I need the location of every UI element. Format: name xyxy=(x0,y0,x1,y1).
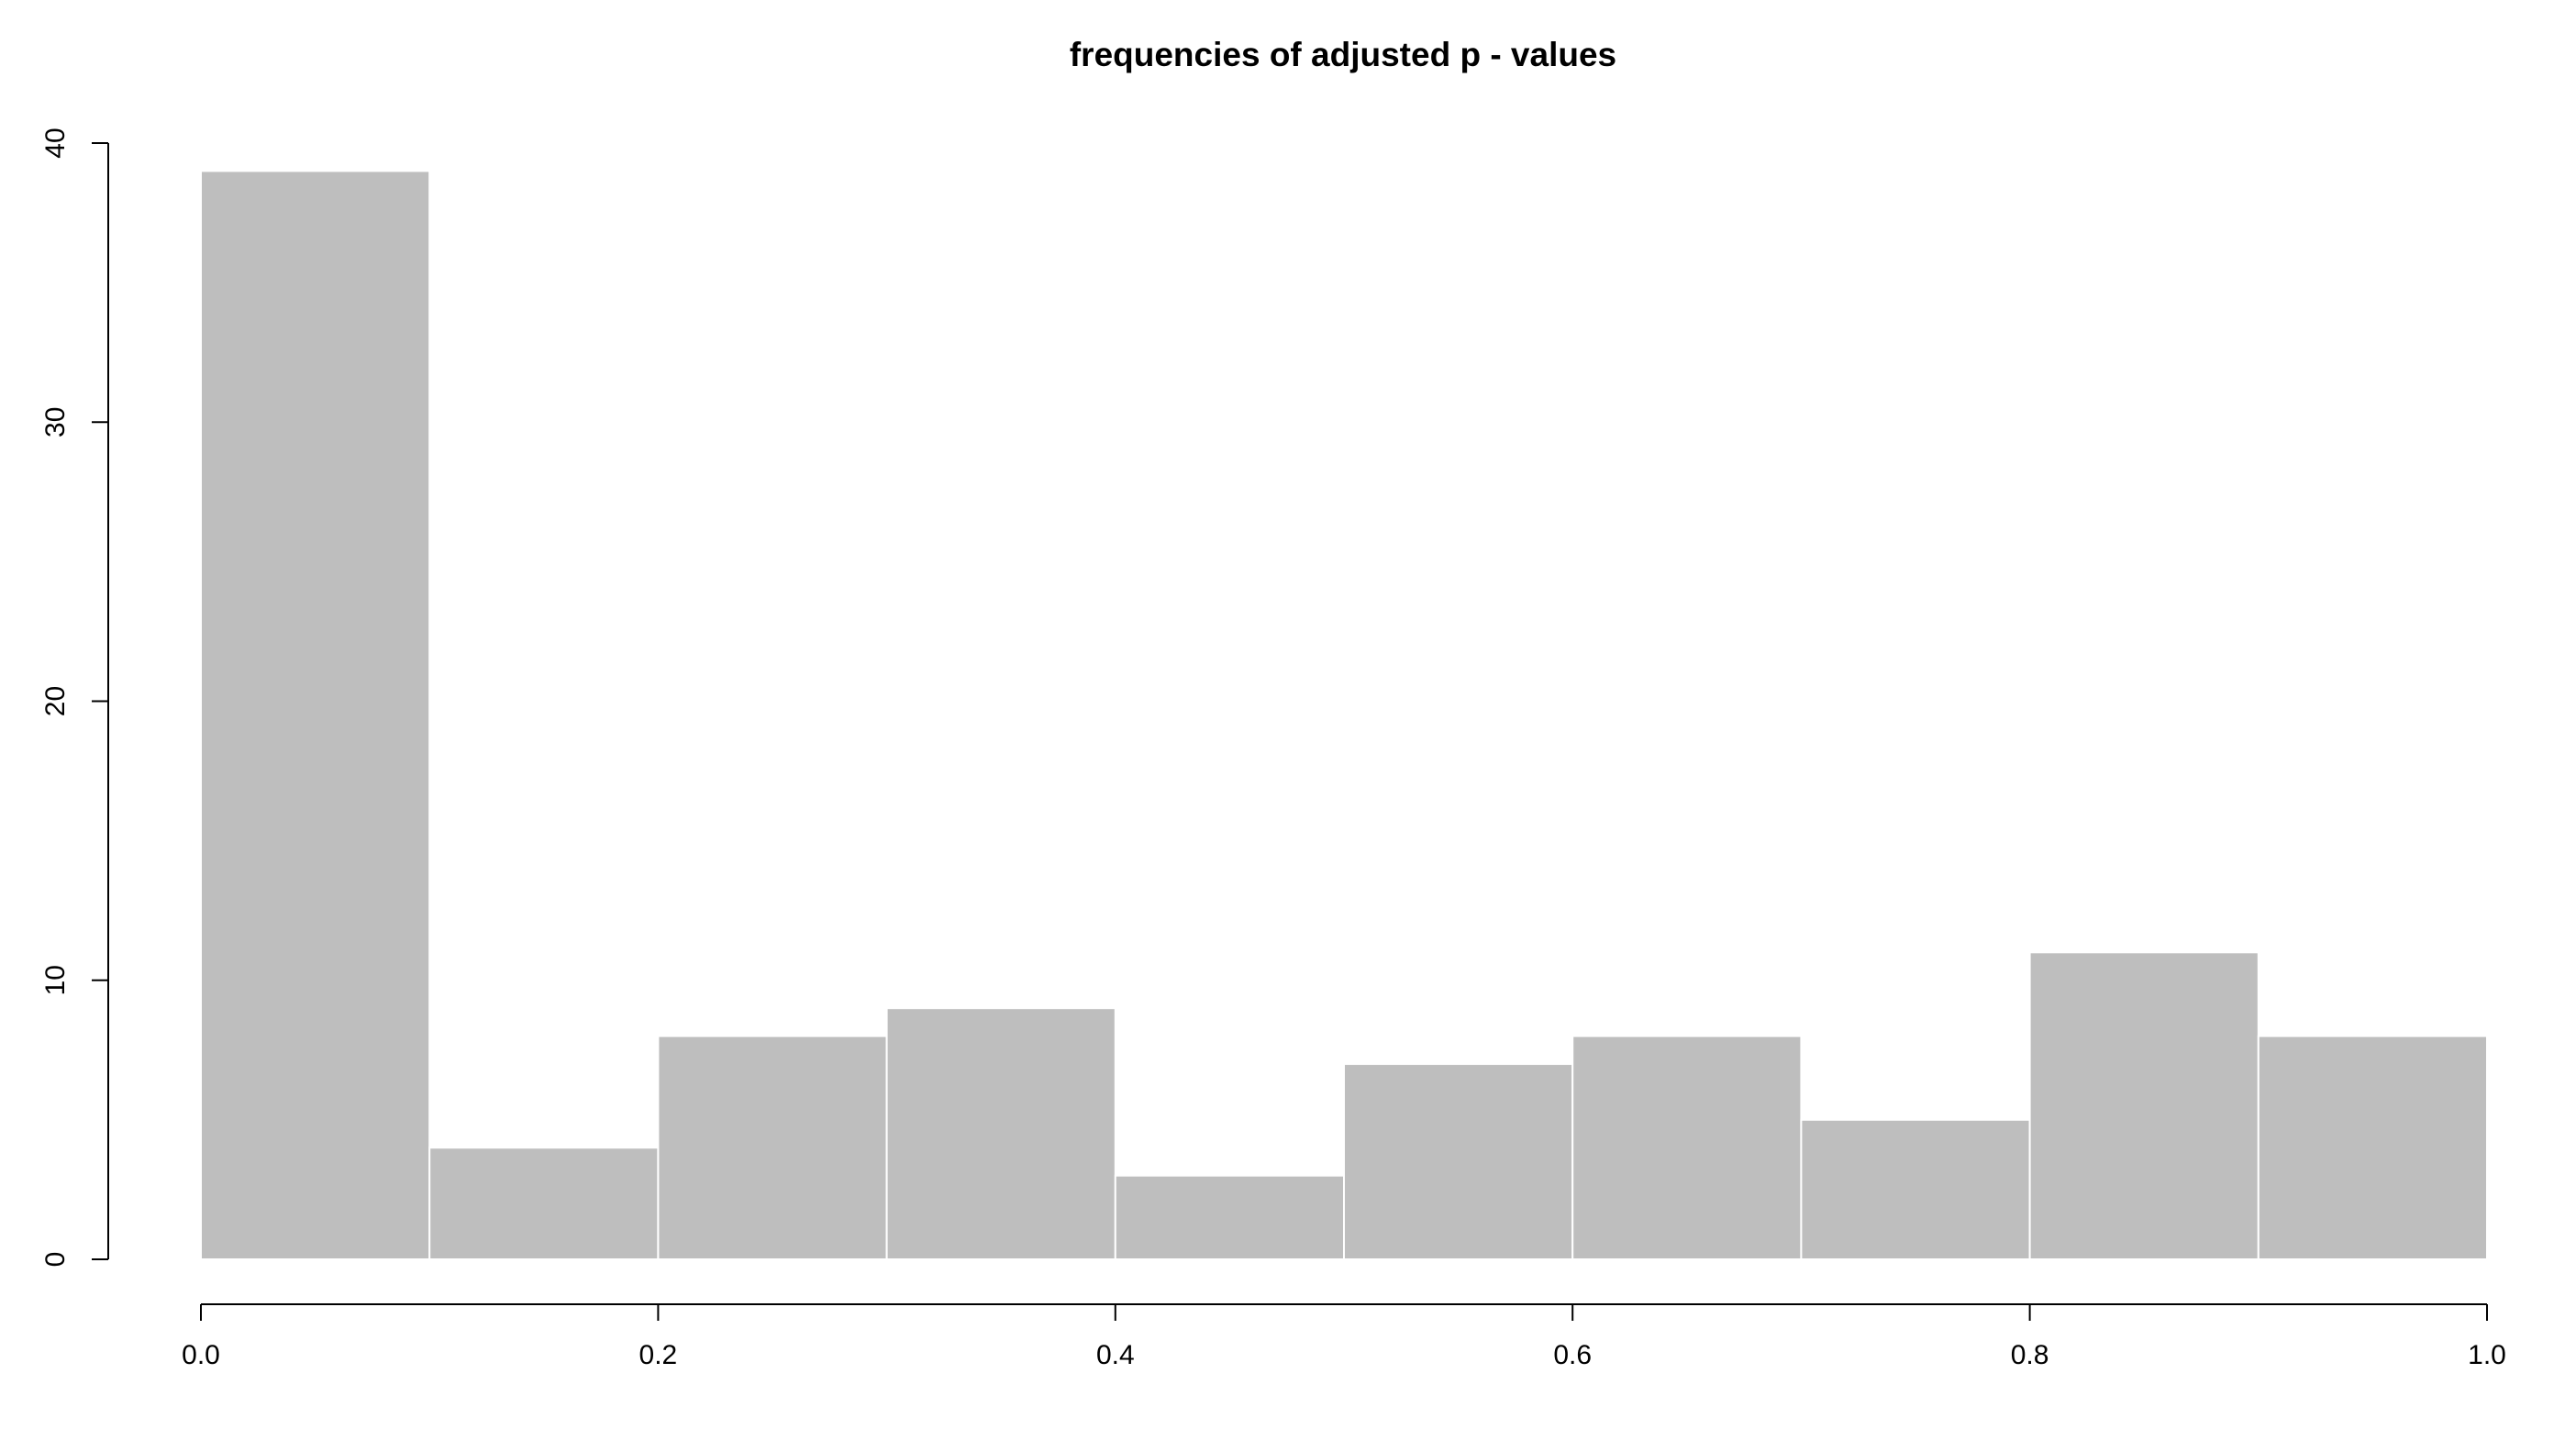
x-tick-label: 0.8 xyxy=(2011,1340,2049,1370)
y-axis: 0 10 20 30 40 xyxy=(40,127,109,1268)
histogram-bar xyxy=(1571,1035,1803,1260)
histogram-bar xyxy=(1800,1118,2031,1260)
bars-layer xyxy=(200,170,2489,1261)
y-tick-label: 40 xyxy=(40,127,71,158)
y-tick-label: 0 xyxy=(40,1252,71,1268)
chart-title: frequencies of adjusted p - values xyxy=(1070,36,1616,73)
histogram-bar xyxy=(657,1035,888,1260)
x-tick-label: 0.6 xyxy=(1553,1340,1592,1370)
y-tick-label: 10 xyxy=(40,965,71,995)
histogram-bar xyxy=(2257,1035,2489,1260)
x-tick-label: 0.2 xyxy=(639,1340,678,1370)
histogram-bar xyxy=(1343,1063,1574,1261)
x-tick-label: 1.0 xyxy=(2468,1340,2506,1370)
y-tick-label: 20 xyxy=(40,686,71,716)
histogram-bar xyxy=(2028,951,2260,1260)
y-tick-label: 30 xyxy=(40,407,71,438)
x-axis: 0.0 0.2 0.4 0.6 0.8 1.0 xyxy=(182,1303,2506,1370)
x-tick-label: 0.0 xyxy=(182,1340,220,1370)
histogram-bar xyxy=(428,1147,660,1261)
x-tick-label: 0.4 xyxy=(1096,1340,1135,1370)
histogram-bar xyxy=(885,1007,1116,1261)
histogram-bar xyxy=(1114,1174,1346,1260)
histogram-bar xyxy=(200,170,431,1260)
